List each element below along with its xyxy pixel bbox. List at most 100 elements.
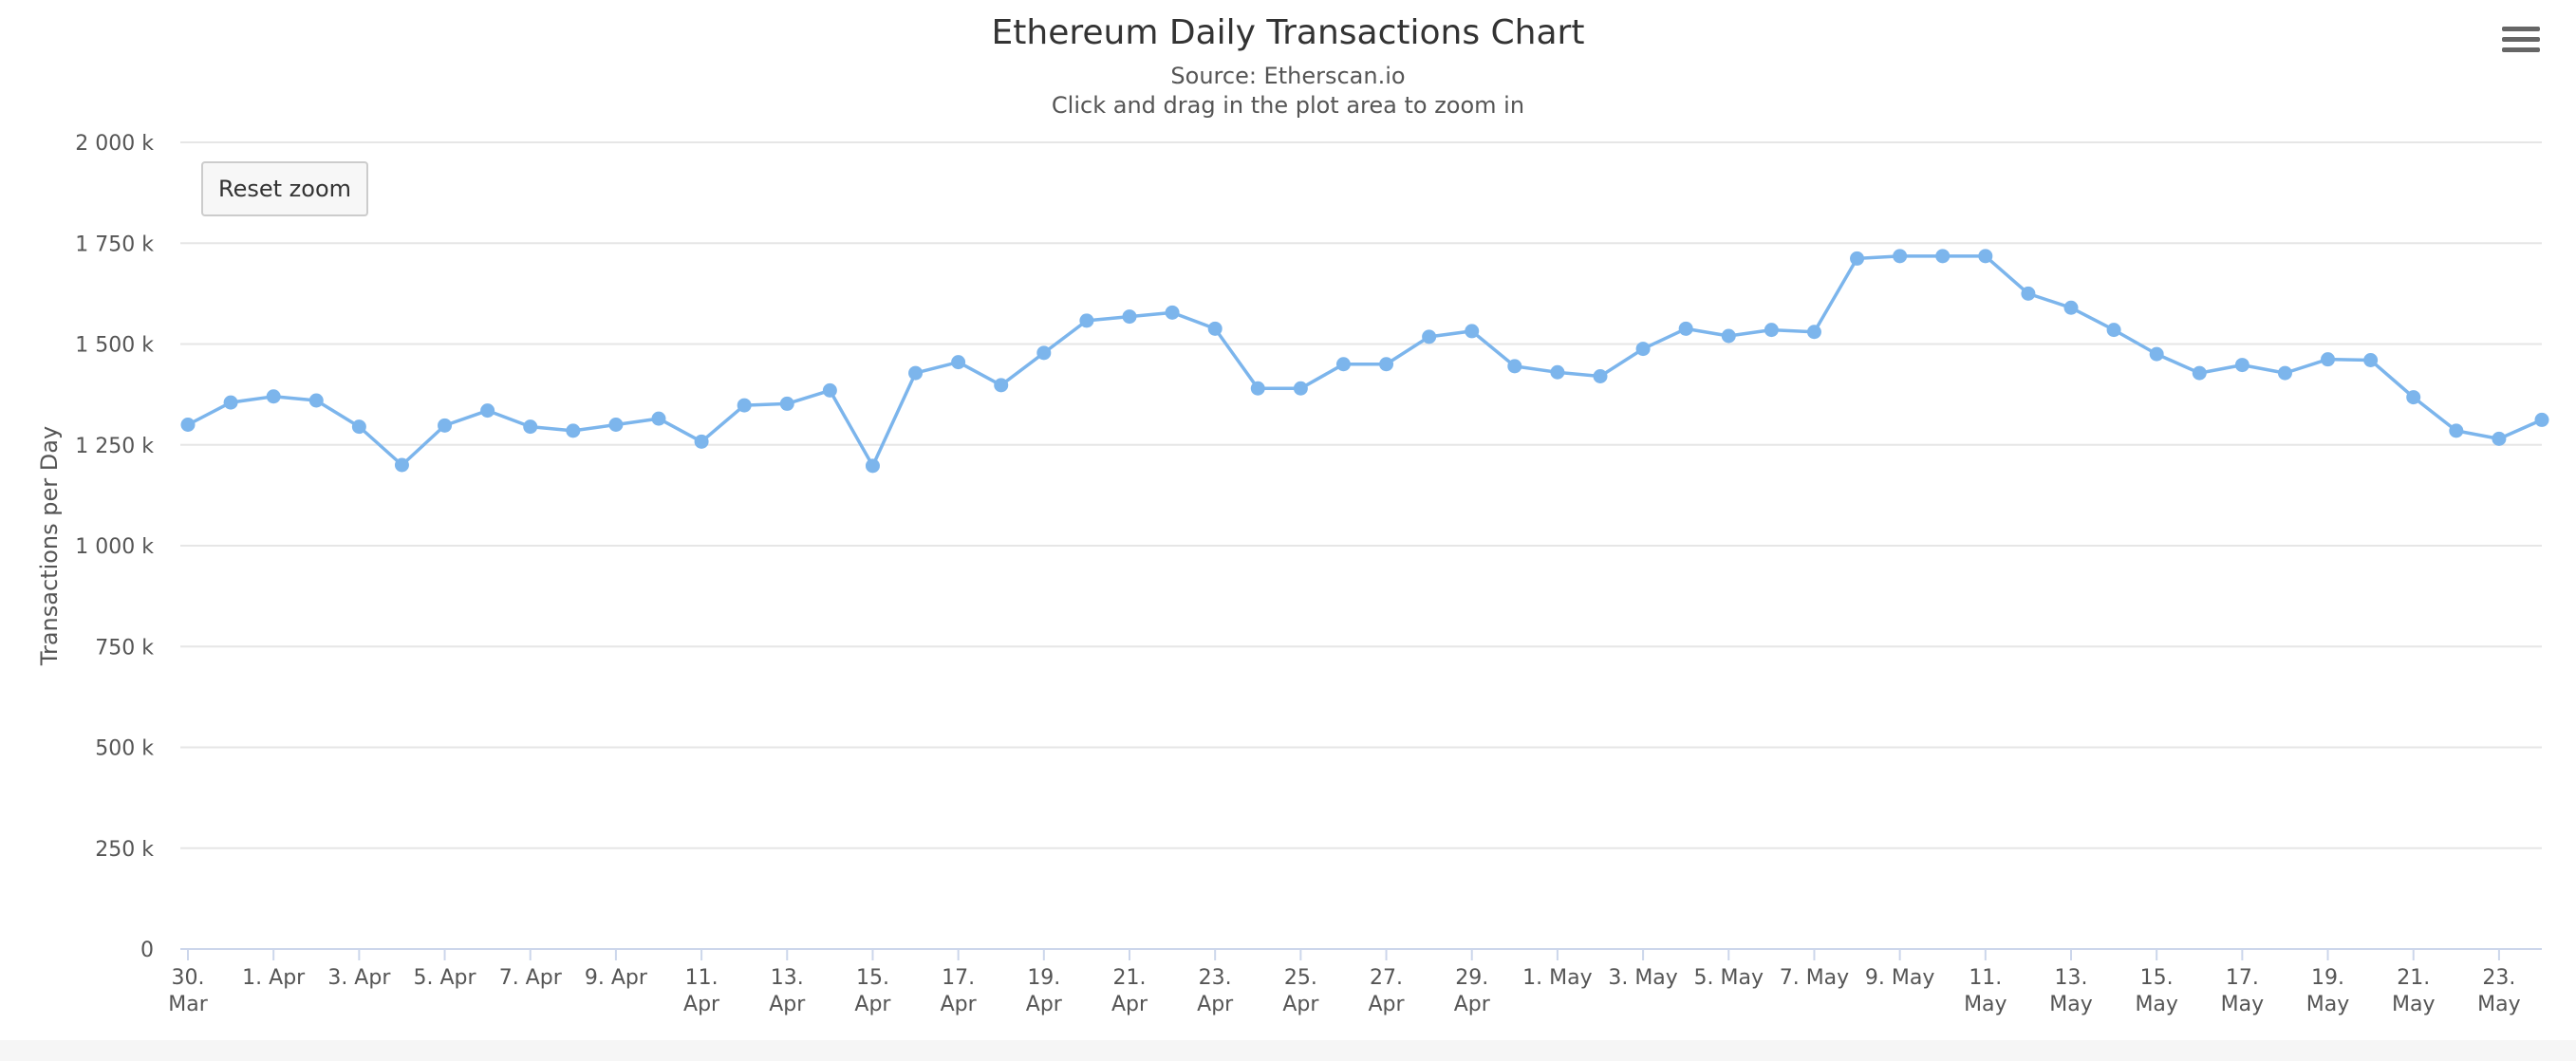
data-point[interactable] <box>1935 249 1951 264</box>
y-tick-label: 2 000 k <box>75 132 154 156</box>
x-tick-label: 25. <box>1284 966 1317 990</box>
data-point[interactable] <box>1721 328 1736 344</box>
x-tick-label: 13. <box>771 966 804 990</box>
data-point[interactable] <box>566 423 581 438</box>
x-tick-label: 30. <box>172 966 205 990</box>
data-point[interactable] <box>2234 358 2249 373</box>
reset-zoom-button[interactable]: Reset zoom <box>201 161 369 216</box>
data-point[interactable] <box>2106 323 2121 338</box>
hamburger-menu-icon[interactable] <box>2502 27 2540 59</box>
y-tick-label: 1 250 k <box>75 435 154 458</box>
data-point[interactable] <box>1207 321 1223 336</box>
data-point[interactable] <box>1593 369 1608 383</box>
x-tick-label: 29. <box>1455 966 1488 990</box>
data-point[interactable] <box>2363 353 2379 367</box>
data-point[interactable] <box>1250 381 1265 396</box>
data-point[interactable] <box>651 411 666 426</box>
data-point[interactable] <box>1422 329 1437 344</box>
data-point[interactable] <box>951 355 966 370</box>
data-point[interactable] <box>1165 305 1180 320</box>
data-point[interactable] <box>2492 431 2507 446</box>
data-point[interactable] <box>608 418 624 432</box>
data-point[interactable] <box>737 398 752 413</box>
x-tick-label: May <box>2049 993 2092 1016</box>
data-point[interactable] <box>223 395 238 410</box>
data-point[interactable] <box>2149 346 2164 362</box>
series-line[interactable] <box>186 254 2544 468</box>
data-point[interactable] <box>1550 364 1565 380</box>
data-point[interactable] <box>908 365 924 381</box>
y-tick-label: 1 750 k <box>75 233 154 256</box>
x-tick-label: 23. <box>1199 966 1232 990</box>
data-point[interactable] <box>480 403 495 419</box>
data-point[interactable] <box>1335 357 1351 372</box>
x-tick-label: 7. May <box>1780 966 1849 990</box>
data-point[interactable] <box>523 419 538 435</box>
data-point[interactable] <box>2277 365 2292 381</box>
x-tick-label: 19. <box>1027 966 1060 990</box>
data-point[interactable] <box>822 382 837 398</box>
data-point[interactable] <box>1806 325 1821 340</box>
x-tick-label: May <box>2306 993 2349 1016</box>
x-axis: 30. Mar 1. Apr 3. Apr 5. Apr 7. Apr 9. Apr 11. A… <box>168 948 2542 1016</box>
data-point[interactable] <box>2449 423 2464 438</box>
x-tick-label: May <box>2477 993 2520 1016</box>
data-point[interactable] <box>1379 357 1394 372</box>
x-tick-label: Apr <box>854 993 891 1016</box>
chart-subtitle: Source: Etherscan.io <box>1170 63 1405 89</box>
data-point[interactable] <box>1036 345 1052 361</box>
data-point[interactable] <box>1850 251 1865 266</box>
data-point[interactable] <box>438 418 453 433</box>
data-point[interactable] <box>2321 352 2336 367</box>
data-point[interactable] <box>2063 300 2079 315</box>
data-point[interactable] <box>1507 359 1522 374</box>
x-tick-label: 15. <box>856 966 889 990</box>
x-tick-label: 1. May <box>1522 966 1592 990</box>
x-tick-label: Apr <box>1111 993 1148 1016</box>
x-tick-label: 23. <box>2482 966 2515 990</box>
x-tick-label: 21. <box>2397 966 2430 990</box>
data-point[interactable] <box>394 457 409 473</box>
x-tick-label: 19. <box>2311 966 2344 990</box>
data-point[interactable] <box>266 389 281 404</box>
data-point[interactable] <box>1122 309 1137 325</box>
x-tick-label: 15. <box>2140 966 2174 990</box>
data-point[interactable] <box>1893 249 1908 264</box>
x-tick-label: 3. Apr <box>327 966 391 990</box>
data-point[interactable] <box>779 396 794 411</box>
series-line-group[interactable] <box>180 249 2549 474</box>
data-point[interactable] <box>2534 412 2549 427</box>
y-axis-title: Transactions per Day <box>36 426 63 666</box>
data-point[interactable] <box>1293 381 1308 396</box>
x-tick-label: 9. Apr <box>585 966 648 990</box>
data-point[interactable] <box>180 418 196 432</box>
data-point[interactable] <box>2406 390 2421 405</box>
data-point[interactable] <box>1635 342 1651 357</box>
data-point[interactable] <box>2192 365 2207 381</box>
data-point[interactable] <box>351 419 366 435</box>
data-point[interactable] <box>865 458 880 474</box>
data-point[interactable] <box>1978 249 1993 264</box>
x-tick-label: 21. <box>1113 966 1147 990</box>
y-tick-label: 1 000 k <box>75 535 154 559</box>
data-point[interactable] <box>308 393 324 408</box>
y-axis-labels: 0 250 k 500 k 750 k 1 000 k 1 250 k 1 500 k 1 7… <box>75 132 154 962</box>
data-point[interactable] <box>994 378 1009 393</box>
x-tick-label: Apr <box>769 993 806 1016</box>
data-point[interactable] <box>1678 321 1693 336</box>
x-tick-label: Apr <box>941 993 978 1016</box>
x-tick-label: 11. <box>1969 966 2002 990</box>
data-point[interactable] <box>1079 313 1094 328</box>
data-point[interactable] <box>2021 286 2036 301</box>
x-tick-label: 5. Apr <box>414 966 477 990</box>
x-tick-label: Apr <box>1369 993 1406 1016</box>
data-point[interactable] <box>1764 323 1779 338</box>
data-point[interactable] <box>694 434 709 449</box>
x-tick-label: 3. May <box>1608 966 1677 990</box>
y-tick-label: 500 k <box>95 737 154 761</box>
x-tick-label: 9. May <box>1865 966 1934 990</box>
x-tick-label: 11. <box>685 966 719 990</box>
data-point[interactable] <box>1465 324 1480 339</box>
